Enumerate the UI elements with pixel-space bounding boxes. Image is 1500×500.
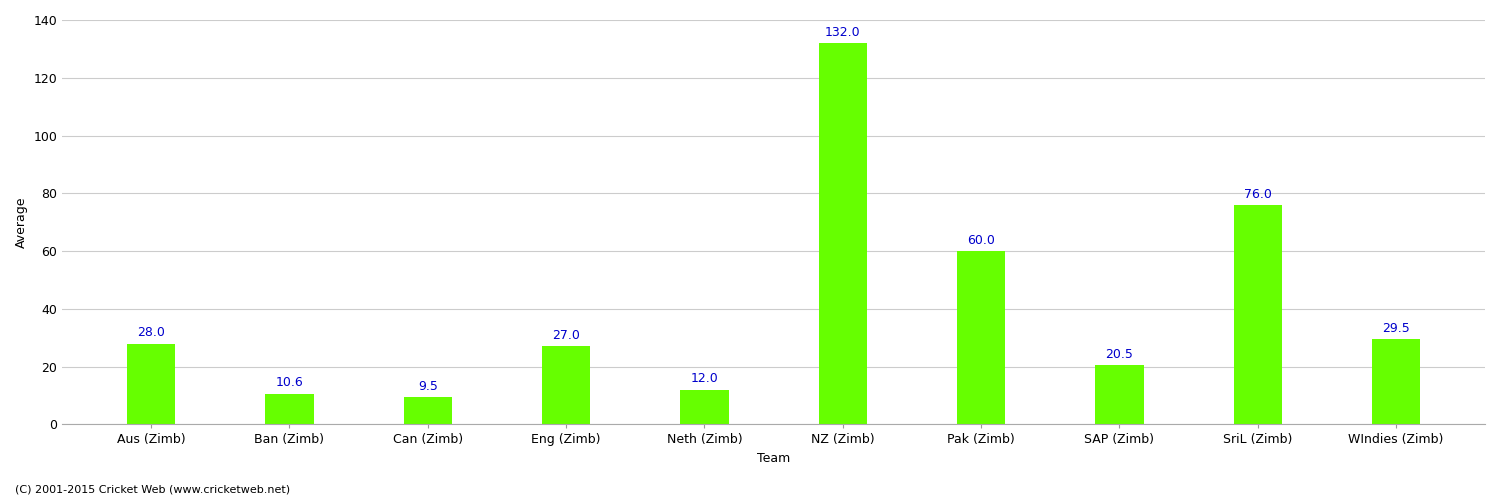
Bar xyxy=(1372,339,1420,424)
Text: 76.0: 76.0 xyxy=(1244,188,1272,200)
Bar xyxy=(128,344,176,424)
Text: 60.0: 60.0 xyxy=(968,234,994,247)
Bar xyxy=(1095,365,1143,424)
Text: 20.5: 20.5 xyxy=(1106,348,1134,361)
Bar xyxy=(819,43,867,424)
Bar xyxy=(1233,205,1282,424)
Y-axis label: Average: Average xyxy=(15,196,28,248)
Bar xyxy=(957,251,1005,424)
Text: 9.5: 9.5 xyxy=(419,380,438,392)
Text: (C) 2001-2015 Cricket Web (www.cricketweb.net): (C) 2001-2015 Cricket Web (www.cricketwe… xyxy=(15,485,290,495)
Text: 10.6: 10.6 xyxy=(276,376,303,390)
Text: 29.5: 29.5 xyxy=(1382,322,1410,335)
Text: 27.0: 27.0 xyxy=(552,329,580,342)
Text: 132.0: 132.0 xyxy=(825,26,861,39)
Text: 12.0: 12.0 xyxy=(690,372,718,386)
Bar xyxy=(681,390,729,424)
X-axis label: Team: Team xyxy=(758,452,790,465)
Bar xyxy=(266,394,314,424)
Bar xyxy=(542,346,591,424)
Text: 28.0: 28.0 xyxy=(136,326,165,339)
Bar xyxy=(404,397,451,424)
